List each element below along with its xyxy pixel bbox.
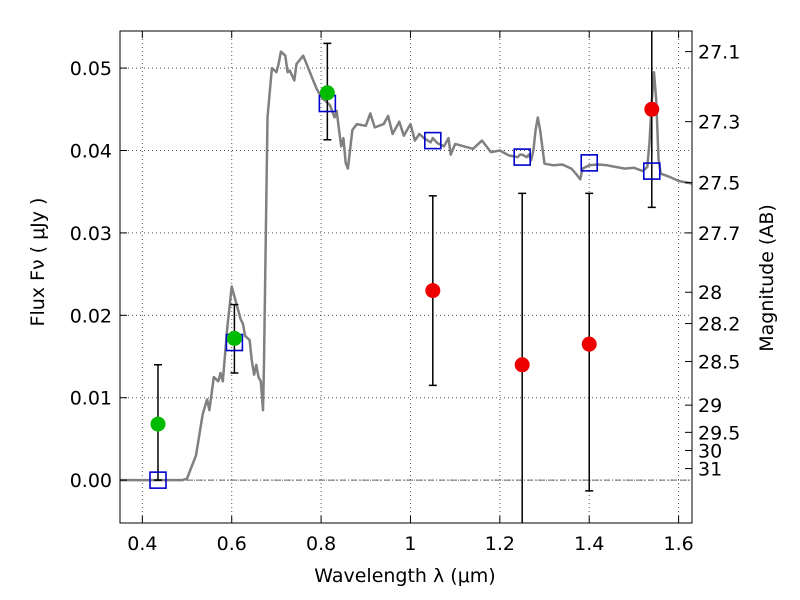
model-spectrum-line bbox=[120, 50, 693, 482]
y-tick-label: 0.04 bbox=[70, 140, 112, 162]
band-flux-square bbox=[149, 471, 167, 489]
y-tick-label: 0.05 bbox=[70, 58, 112, 80]
y2-tick-label: 27.7 bbox=[698, 223, 740, 245]
band-flux-square bbox=[424, 131, 442, 150]
band-flux-square bbox=[580, 154, 599, 172]
x-tick-label: 1.4 bbox=[574, 533, 604, 555]
right-y-axis-title: Magnitude (AB) bbox=[756, 204, 778, 352]
y2-tick-label: 28.2 bbox=[698, 314, 740, 336]
x-tick-label: 0.8 bbox=[306, 533, 336, 555]
y-tick-label: 0.00 bbox=[70, 470, 112, 492]
y-tick-label: 0.01 bbox=[70, 388, 112, 410]
y2-tick-label: 29 bbox=[698, 395, 722, 417]
y2-tick-label: 28 bbox=[698, 282, 722, 304]
x-tick-label: 1.2 bbox=[485, 533, 515, 555]
y-axis-title: Flux Fν ( μJy ) bbox=[27, 198, 49, 327]
x-tick-label: 0.6 bbox=[217, 533, 247, 555]
upper-limit-point bbox=[581, 336, 597, 352]
upper-limit-point bbox=[644, 101, 660, 117]
detection-point bbox=[319, 85, 335, 101]
x-tick-label: 1.6 bbox=[663, 533, 693, 555]
band-flux-square bbox=[642, 162, 661, 180]
photometry-points-layer bbox=[150, 85, 660, 432]
y-tick-label: 0.02 bbox=[70, 305, 112, 327]
y2-tick-label: 29.5 bbox=[698, 422, 740, 444]
y2-tick-label: 28.5 bbox=[698, 351, 740, 373]
tick-marks-layer bbox=[120, 31, 692, 523]
model-spectrum-layer bbox=[120, 50, 693, 482]
tick-labels-layer: 0.4 0.6 0.8 1 1.2 1.4 1.6 0.00 0.01 0.02 0.03 0.04 0… bbox=[70, 42, 741, 555]
y2-tick-label: 27.5 bbox=[698, 173, 740, 195]
x-tick-label: 1 bbox=[404, 533, 416, 555]
x-axis-title: Wavelength λ (μm) bbox=[314, 565, 495, 587]
detection-point bbox=[150, 416, 166, 432]
upper-limit-point bbox=[425, 283, 441, 299]
y2-tick-label: 30 bbox=[698, 440, 722, 462]
y2-tick-label: 27.3 bbox=[698, 112, 740, 134]
y2-tick-label: 27.1 bbox=[698, 42, 740, 64]
y2-tick-label: 31 bbox=[698, 459, 722, 481]
y-tick-label: 0.03 bbox=[70, 223, 112, 245]
band-flux-square bbox=[513, 148, 531, 166]
band-flux-squares-layer bbox=[149, 94, 661, 489]
plot-frame bbox=[119, 30, 693, 524]
detection-point bbox=[226, 330, 242, 346]
x-tick-label: 0.4 bbox=[127, 533, 157, 555]
upper-limit-point bbox=[514, 357, 530, 373]
